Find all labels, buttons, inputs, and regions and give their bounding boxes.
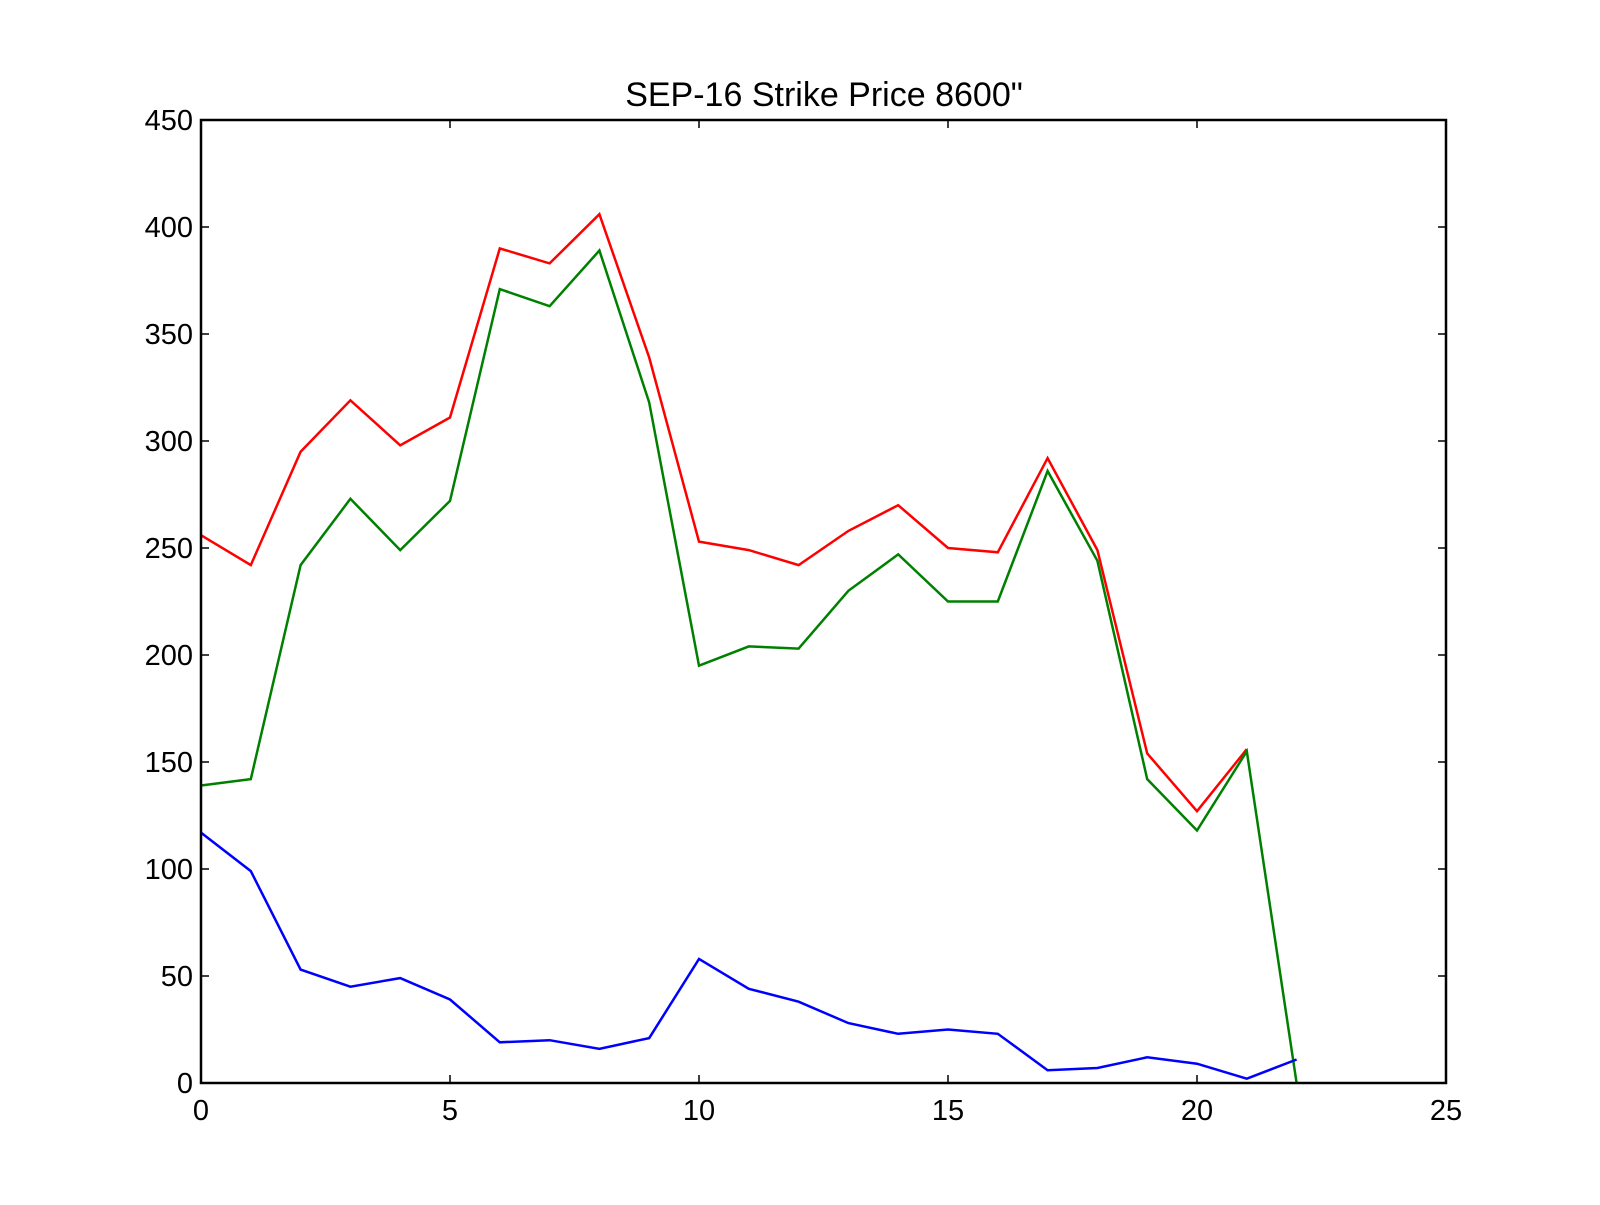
x-tick-label: 5 bbox=[442, 1095, 458, 1127]
x-tick-label: 20 bbox=[1181, 1095, 1213, 1127]
series-line-1 bbox=[200, 211, 1248, 814]
series-line-2 bbox=[200, 248, 1298, 1084]
y-tick-label: 100 bbox=[145, 854, 193, 886]
x-tick-label: 0 bbox=[193, 1095, 209, 1127]
y-tick-label: 0 bbox=[177, 1068, 193, 1100]
series-lines bbox=[200, 211, 1298, 1084]
chart-title: SEP-16 Strike Price 8600" bbox=[625, 76, 1023, 114]
y-tick-label: 350 bbox=[145, 319, 193, 351]
y-tick-label: 250 bbox=[145, 533, 193, 565]
x-tick-label: 15 bbox=[932, 1095, 964, 1127]
x-tick-label: 10 bbox=[683, 1095, 715, 1127]
series-line-3 bbox=[200, 831, 1298, 1081]
y-tick-label: 200 bbox=[145, 640, 193, 672]
y-tick-label: 150 bbox=[145, 747, 193, 779]
y-tick-label: 450 bbox=[145, 105, 193, 137]
y-tick-label: 300 bbox=[145, 426, 193, 458]
y-tick-label: 400 bbox=[145, 212, 193, 244]
y-tick-label: 50 bbox=[161, 961, 193, 993]
plot-frame bbox=[199, 118, 1448, 1085]
x-tick-label: 25 bbox=[1430, 1095, 1462, 1127]
